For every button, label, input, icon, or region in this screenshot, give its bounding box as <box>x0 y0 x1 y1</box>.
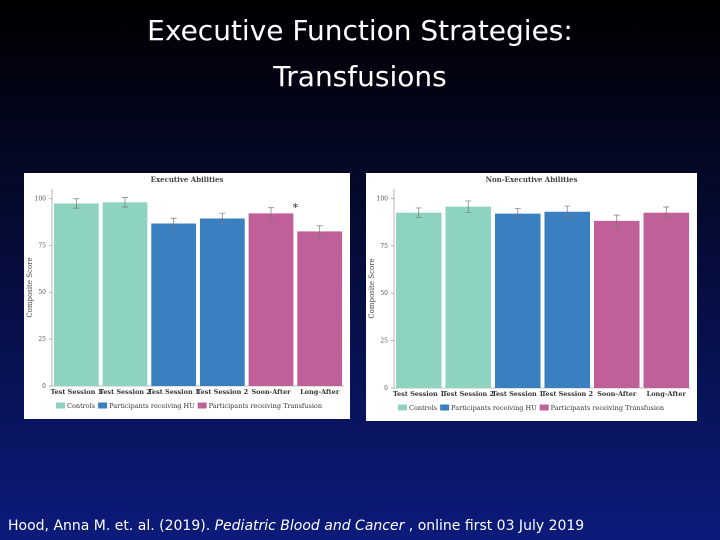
error-bar <box>663 206 670 219</box>
x-tick-label: Test Session 1 <box>492 390 544 398</box>
x-tick-label: Test Session 1 <box>51 388 103 396</box>
legend-swatch <box>539 404 549 411</box>
y-tick-label: 100 <box>377 195 389 202</box>
legend-label: Participants receiving Transfusion <box>551 404 664 412</box>
chart-title: Executive Abilities <box>151 175 224 184</box>
legend-swatch <box>98 402 108 409</box>
x-tick-label: Test Session 2 <box>541 390 593 398</box>
y-tick-label: 25 <box>380 338 388 345</box>
x-tick-label: Test Session 2 <box>442 390 494 398</box>
y-tick-label: 50 <box>380 290 388 297</box>
legend-swatch <box>398 404 407 411</box>
x-tick-label: Long-After <box>647 390 687 398</box>
legend-swatch <box>56 402 65 409</box>
y-tick-label: 75 <box>38 242 46 249</box>
y-tick-label: 100 <box>35 195 47 202</box>
bar <box>102 202 148 386</box>
citation-part: , online first 03 July 2019 <box>404 518 584 534</box>
y-tick-label: 25 <box>38 336 46 343</box>
bar <box>297 231 343 386</box>
citation: Hood, Anna M. et. al. (2019). Pediatric … <box>8 518 584 534</box>
error-bar <box>122 197 128 208</box>
bar <box>494 213 541 388</box>
annotation: * <box>293 201 299 214</box>
bar <box>395 212 442 388</box>
legend-label: Participants receiving HU <box>109 402 195 410</box>
x-tick-label: Test Session 2 <box>99 388 151 396</box>
x-tick-label: Soon-After <box>597 390 637 398</box>
error-bar <box>415 207 422 218</box>
chart: Executive Abilities Composite Score 0 25 50 7… <box>24 173 350 419</box>
y-axis-label: Composite Score <box>26 257 34 317</box>
bar <box>199 218 245 386</box>
chart: Non-Executive Abilities Composite Score 0 2… <box>366 173 697 421</box>
error-bar <box>219 212 226 225</box>
x-tick-label: Soon-After <box>251 388 291 396</box>
bar <box>151 223 197 386</box>
bar <box>445 206 492 388</box>
slide-title: Executive Function Strategies: <box>147 14 573 47</box>
citation-part: Hood, Anna M. et. al. (2019). <box>8 518 215 534</box>
x-tick-label: Test Session 1 <box>393 390 445 398</box>
x-tick-label: Test Session 2 <box>197 388 249 396</box>
error-bar <box>465 200 472 213</box>
bar <box>544 211 591 388</box>
bar <box>643 212 690 388</box>
error-bar <box>514 207 521 220</box>
error-bar <box>268 207 274 220</box>
legend-label: Controls <box>67 402 95 410</box>
bar <box>248 213 294 386</box>
bar <box>53 203 99 386</box>
legend-swatch <box>440 404 450 411</box>
chart-title: Non-Executive Abilities <box>486 175 578 184</box>
y-tick-label: 0 <box>42 383 46 390</box>
error-bar <box>613 214 620 227</box>
y-tick-label: 50 <box>38 289 46 296</box>
y-tick-label: 0 <box>384 385 388 392</box>
error-bar <box>73 198 80 209</box>
legend-label: Controls <box>409 404 437 412</box>
x-tick-label: Long-After <box>300 388 340 396</box>
error-bar <box>170 217 177 230</box>
x-tick-label: Test Session 1 <box>148 388 200 396</box>
error-bar <box>564 205 571 218</box>
legend-swatch <box>197 402 207 409</box>
y-tick-label: 75 <box>380 243 388 250</box>
legend-label: Participants receiving HU <box>451 404 537 412</box>
citation-journal: Pediatric Blood and Cancer <box>215 518 406 534</box>
legend-label: Participants receiving Transfusion <box>209 402 322 410</box>
y-axis-label: Composite Score <box>368 258 376 318</box>
slide-title: Transfusions <box>272 60 446 93</box>
bar <box>593 220 640 388</box>
error-bar <box>316 225 323 238</box>
